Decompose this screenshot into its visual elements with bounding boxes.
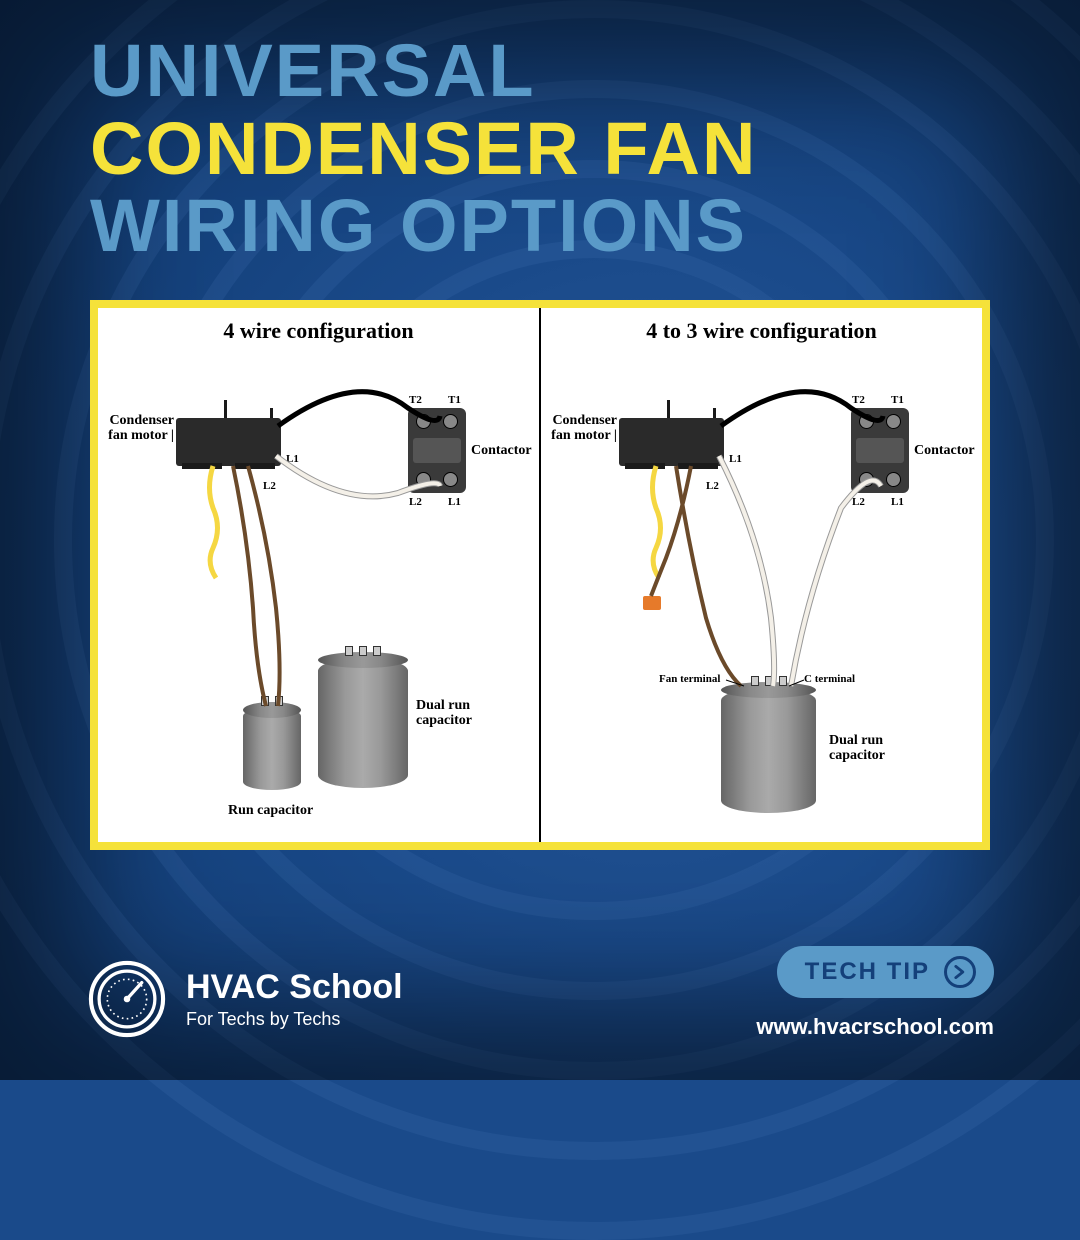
l2-label: L2 xyxy=(263,480,276,492)
l1c-label: L1 xyxy=(448,496,461,508)
motor-label: Condenserfan motor | xyxy=(547,413,617,444)
fan-terminal-label: Fan terminal xyxy=(659,673,720,685)
panel-title: 4 wire configuration xyxy=(98,318,539,344)
logo: HVAC School For Techs by Techs xyxy=(86,958,403,1040)
condenser-fan-motor xyxy=(176,418,281,466)
panel-4-wire: 4 wire configuration Condenserfan motor … xyxy=(98,308,541,842)
logo-subtitle: For Techs by Techs xyxy=(186,1009,403,1030)
dual-run-capacitor xyxy=(721,688,816,813)
tech-tip-pill[interactable]: TECH TIP xyxy=(777,946,994,998)
contactor-label: Contactor xyxy=(914,443,975,458)
l1-label: L1 xyxy=(286,453,299,465)
panel-4-to-3-wire: 4 to 3 wire configuration Condenserfan m… xyxy=(541,308,982,842)
wiring-diagram: 4 wire configuration Condenserfan motor … xyxy=(90,300,990,850)
c-terminal-label: C terminal xyxy=(804,673,855,685)
run-cap-label: Run capacitor xyxy=(228,803,313,818)
l1c-label: L1 xyxy=(891,496,904,508)
website-url: www.hvacrschool.com xyxy=(756,1014,994,1040)
chevron-right-icon xyxy=(944,956,976,988)
contactor-label: Contactor xyxy=(471,443,532,458)
l2c-label: L2 xyxy=(852,496,865,508)
dual-cap-label: Dual runcapacitor xyxy=(416,698,472,729)
t2-label: T2 xyxy=(852,394,865,406)
title-line-3: WIRING OPTIONS xyxy=(90,187,757,265)
t1-label: T1 xyxy=(448,394,461,406)
l2c-label: L2 xyxy=(409,496,422,508)
contactor xyxy=(408,408,466,493)
l2-label: L2 xyxy=(706,480,719,492)
page-title: UNIVERSAL CONDENSER FAN WIRING OPTIONS xyxy=(90,32,757,265)
motor-label: Condenserfan motor | xyxy=(104,413,174,444)
pill-text: TECH TIP xyxy=(805,958,930,986)
t2-label: T2 xyxy=(409,394,422,406)
contactor xyxy=(851,408,909,493)
dual-run-capacitor xyxy=(318,658,408,788)
panel-title: 4 to 3 wire configuration xyxy=(541,318,982,344)
footer: HVAC School For Techs by Techs TECH TIP … xyxy=(86,946,994,1040)
t1-label: T1 xyxy=(891,394,904,406)
title-line-2: CONDENSER FAN xyxy=(90,110,757,188)
run-capacitor xyxy=(243,708,301,790)
condenser-fan-motor xyxy=(619,418,724,466)
title-line-1: UNIVERSAL xyxy=(90,32,757,110)
l1-label: L1 xyxy=(729,453,742,465)
gauge-icon xyxy=(86,958,168,1040)
logo-title: HVAC School xyxy=(186,968,403,1007)
dual-cap-label: Dual runcapacitor xyxy=(829,733,885,764)
wire-connector xyxy=(643,596,661,610)
